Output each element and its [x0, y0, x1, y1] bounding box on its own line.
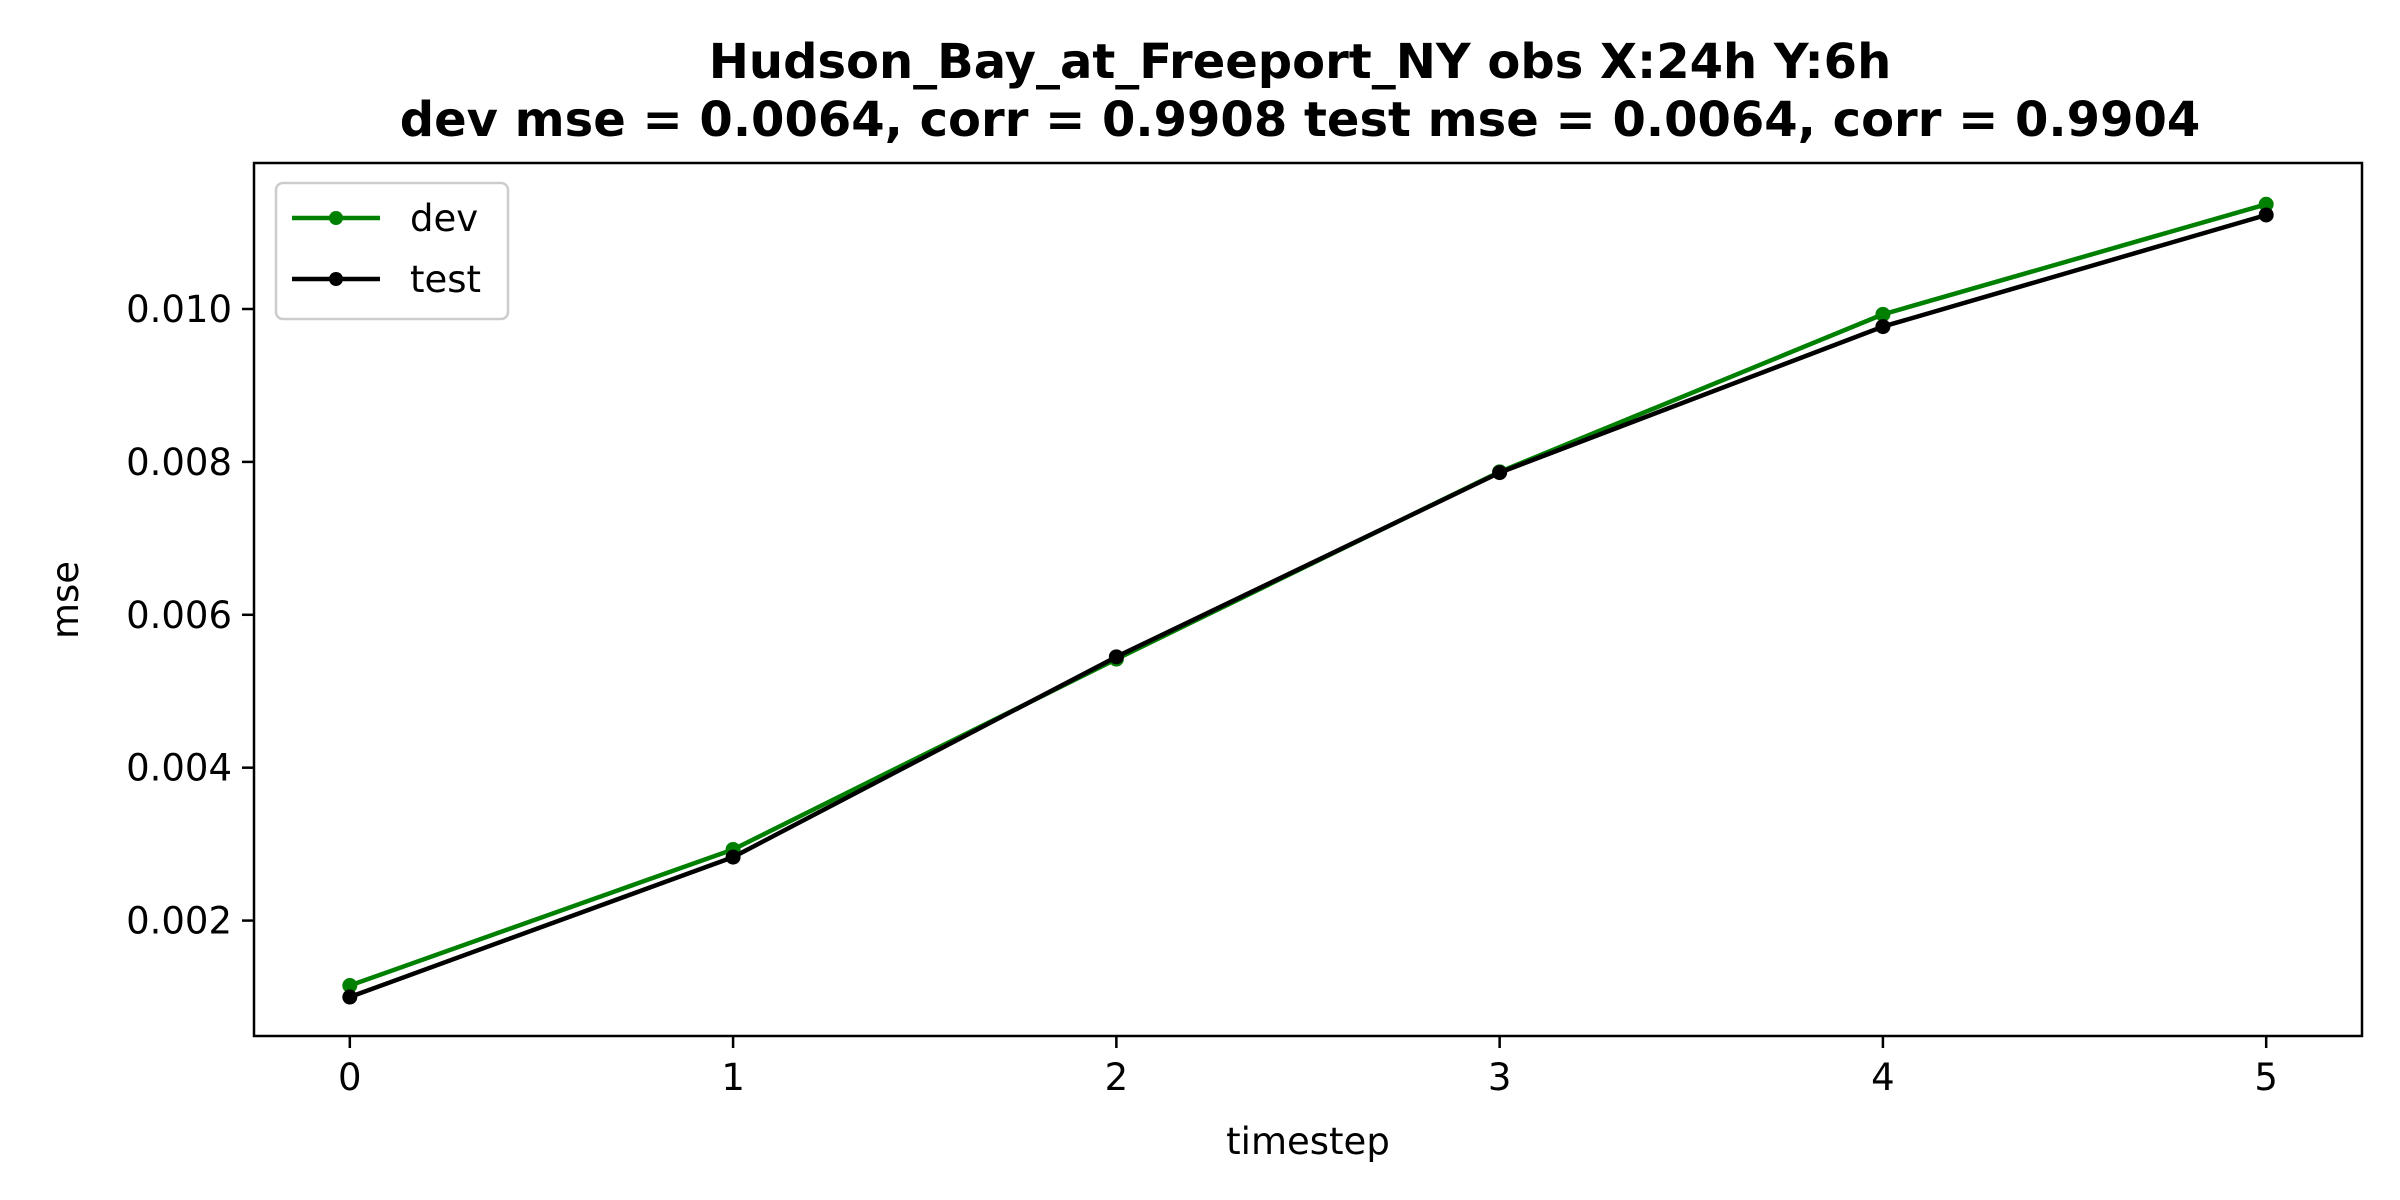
- x-tick-label: 0: [338, 1056, 362, 1099]
- legend-label-dev: dev: [410, 197, 478, 240]
- data-point-dev: [1875, 306, 1891, 322]
- plot-frame: [252, 161, 2364, 1038]
- data-point-test: [1492, 465, 1508, 481]
- data-point-test: [2258, 207, 2274, 223]
- legend: dev test: [274, 181, 510, 321]
- data-point-dev: [2258, 196, 2274, 212]
- legend-label-test: test: [410, 258, 481, 301]
- data-point-dev: [342, 978, 358, 994]
- y-tick-label: 0.006: [126, 594, 232, 637]
- x-tick-label: 4: [1871, 1056, 1895, 1099]
- series-layer: [342, 196, 2274, 1005]
- chart-subtitle: dev mse = 0.0064, corr = 0.9908 test mse…: [400, 92, 2201, 148]
- data-point-test: [1875, 319, 1891, 335]
- data-point-test: [342, 989, 358, 1005]
- y-tick-label: 0.010: [126, 288, 232, 331]
- axes: 0 1 2 3 4 5 0.002 0.004 0.006 0.008 0.010: [126, 288, 2278, 1099]
- x-axis-label: timestep: [1226, 1120, 1390, 1163]
- y-tick-label: 0.002: [126, 900, 232, 943]
- y-axis-label: mse: [44, 561, 87, 639]
- x-tick-label: 1: [721, 1056, 745, 1099]
- x-tick-label: 5: [2254, 1056, 2278, 1099]
- chart-title: Hudson_Bay_at_Freeport_NY obs X:24h Y:6h: [709, 34, 1892, 90]
- x-tick-label: 2: [1105, 1056, 1129, 1099]
- data-point-test: [1108, 649, 1124, 665]
- legend-marker-test: [329, 272, 343, 286]
- series-line-test: [346, 212, 2269, 1000]
- data-point-test: [725, 849, 741, 865]
- x-tick-label: 3: [1488, 1056, 1512, 1099]
- y-tick-label: 0.004: [126, 747, 232, 790]
- legend-marker-dev: [329, 211, 343, 225]
- plot-area: [254, 163, 2362, 1036]
- y-tick-label: 0.008: [126, 441, 232, 484]
